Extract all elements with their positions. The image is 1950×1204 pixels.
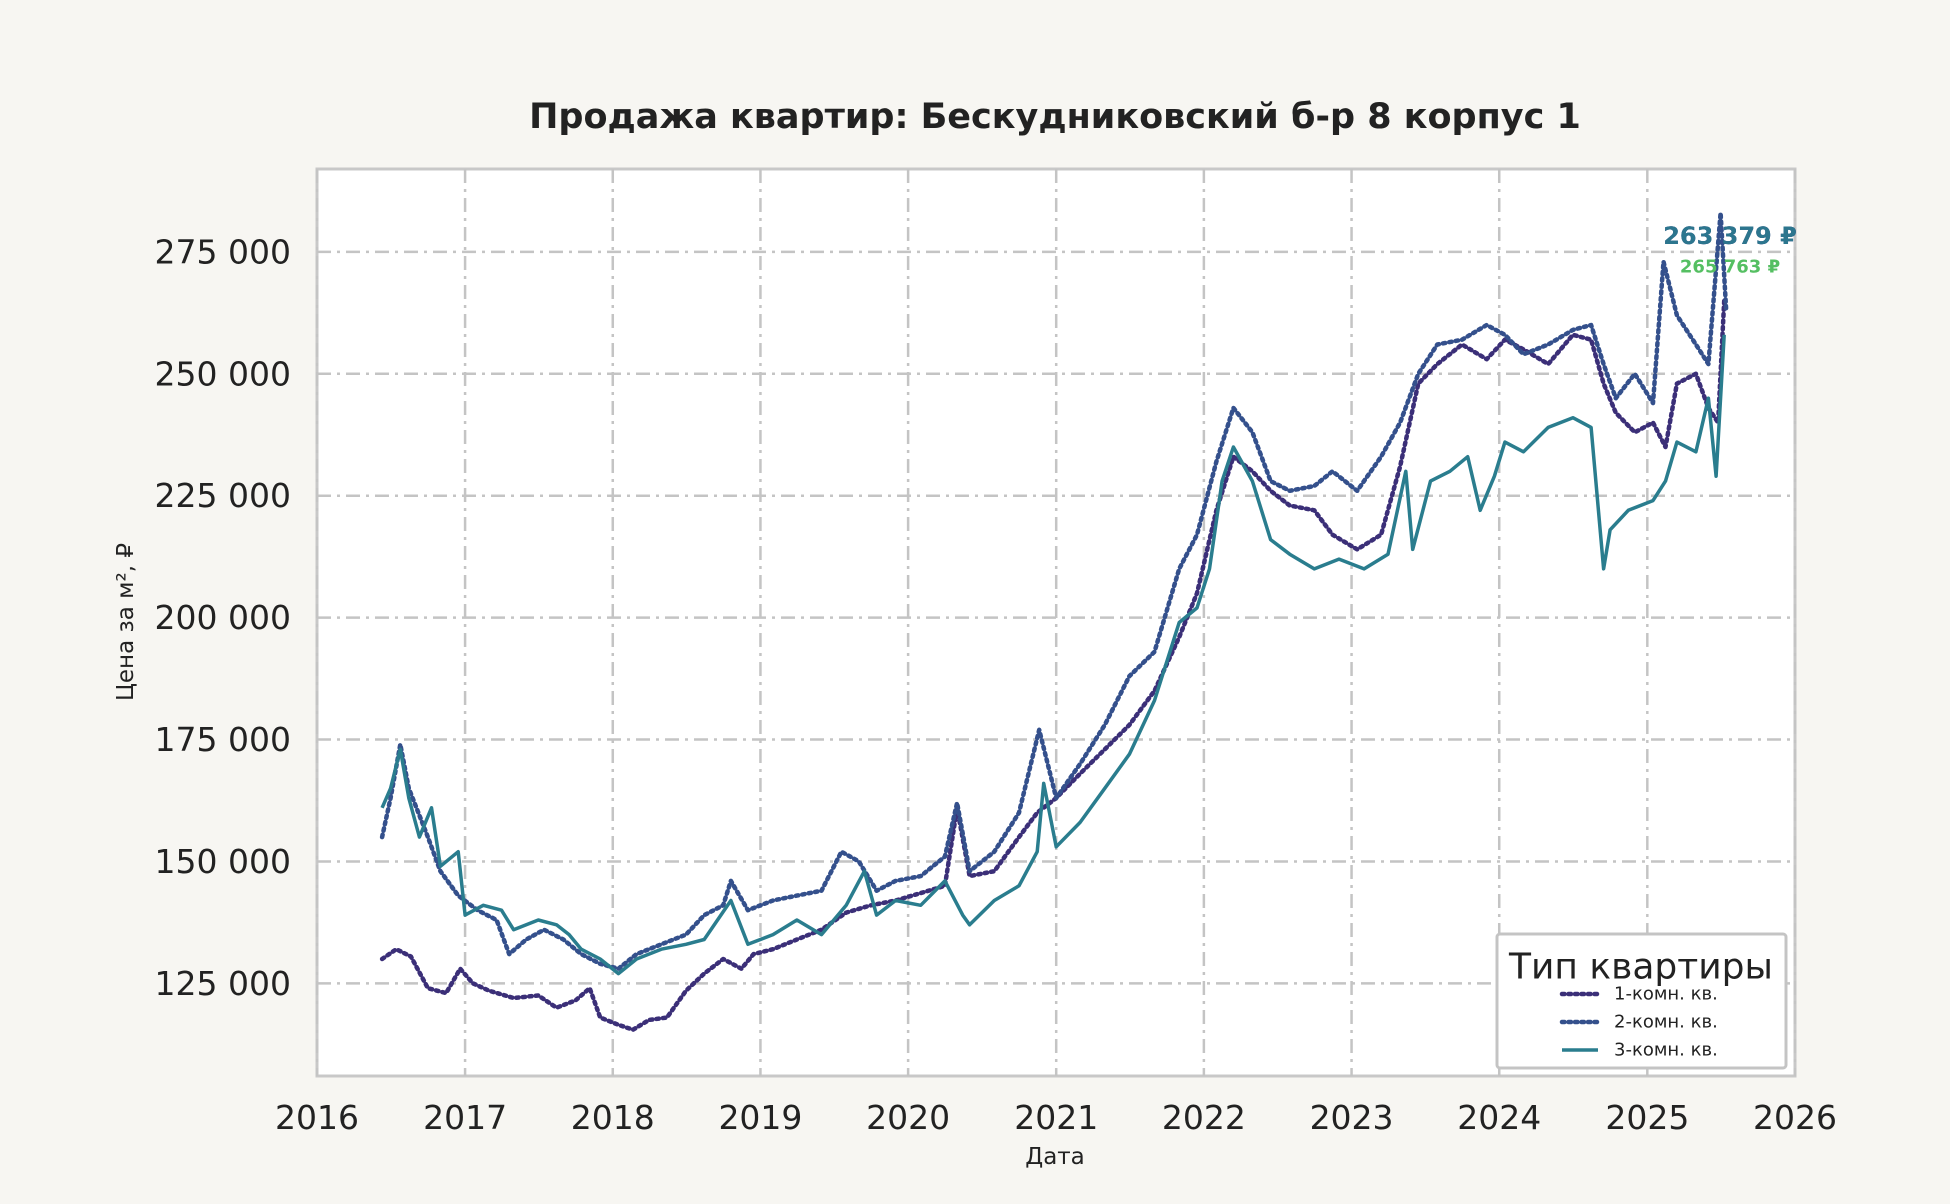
legend-title: Тип квартиры	[1508, 947, 1773, 988]
x-tick-label: 2024	[1457, 1098, 1541, 1137]
y-tick-label: 275 000	[155, 232, 291, 271]
x-tick-label: 2021	[1014, 1098, 1098, 1137]
legend-items: 1-комн. кв. 2-комн. кв. 3-комн. кв.	[1559, 984, 1718, 1061]
y-tick-label: 250 000	[155, 354, 291, 393]
x-tick-label: 2017	[423, 1098, 507, 1137]
value-annotation: 263 379 ₽	[1663, 222, 1797, 250]
x-tick-label: 2019	[718, 1098, 802, 1137]
x-tick-label: 2022	[1162, 1098, 1246, 1137]
x-axis-ticks: 2016 2017 2018 2019 2020 2021 2022 2023 2024 2025…	[275, 1098, 1837, 1137]
value-annotation: 265 763 ₽	[1680, 257, 1780, 278]
series-line	[380, 334, 1726, 976]
y-tick-label: 150 000	[155, 842, 291, 881]
value-annotation: 263 379 ₽	[1663, 222, 1797, 250]
series-line	[379, 210, 1729, 971]
y-tick-label: 125 000	[155, 964, 291, 1003]
y-tick-label: 200 000	[155, 598, 291, 637]
x-axis-label: Дата	[1025, 1144, 1085, 1170]
annotations: 263 379 ₽263 379 ₽263 379 ₽265 763 ₽	[1663, 222, 1797, 278]
y-axis-ticks: 125 000 150 000 175 000 200 000 225 000 250 0…	[155, 232, 291, 1002]
x-tick-label: 2018	[571, 1098, 655, 1137]
x-tick-label: 2026	[1753, 1098, 1837, 1137]
x-tick-label: 2025	[1605, 1098, 1689, 1137]
legend[interactable]: Тип квартиры 1-комн. кв. 2-комн. кв. 3-ком…	[1495, 932, 1788, 1070]
legend-box	[1495, 932, 1788, 1070]
value-annotation: 263 379 ₽	[1663, 222, 1797, 250]
x-tick-label: 2016	[275, 1098, 359, 1137]
legend-label: 3-комн. кв.	[1614, 1040, 1718, 1061]
x-tick-label: 2020	[866, 1098, 950, 1137]
x-tick-label: 2023	[1310, 1098, 1394, 1137]
series-layer	[379, 210, 1729, 1032]
y-axis-label: Цена за м², ₽	[113, 543, 139, 701]
chart-title: Продажа квартир: Бескудниковский б-р 8 к…	[529, 97, 1581, 137]
y-tick-label: 225 000	[155, 476, 291, 515]
y-tick-label: 175 000	[155, 720, 291, 759]
grid	[315, 169, 1797, 1076]
legend-label: 2-комн. кв.	[1614, 1012, 1718, 1033]
legend-label: 1-комн. кв.	[1614, 984, 1718, 1005]
